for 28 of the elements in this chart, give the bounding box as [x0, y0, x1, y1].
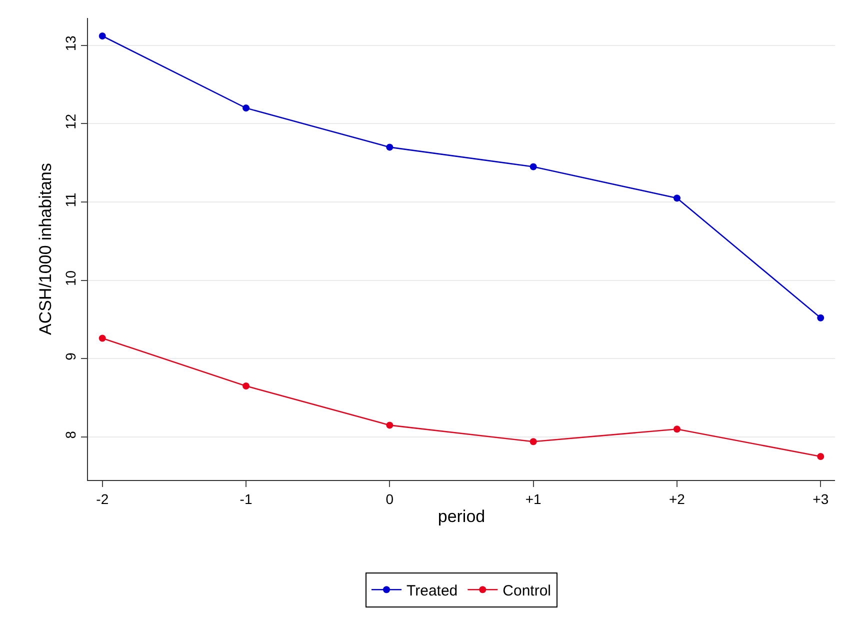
point — [817, 314, 824, 322]
y-tick-label: 10 — [62, 270, 78, 286]
point — [242, 382, 250, 390]
y-axis-title: ACSH/1000 inhabitans — [36, 162, 55, 336]
point — [673, 194, 680, 202]
x-axis-title: period — [438, 507, 486, 526]
point — [98, 334, 106, 342]
x-tick-label: 0 — [386, 490, 394, 507]
x-tick-label: -2 — [96, 490, 109, 507]
point — [242, 104, 250, 112]
legend-label: Treated — [406, 582, 458, 600]
point — [98, 32, 106, 40]
point — [817, 453, 824, 460]
y-tick-label: 11 — [62, 192, 78, 208]
y-tick-label: 13 — [62, 35, 78, 52]
point — [673, 426, 680, 433]
point — [386, 144, 394, 151]
x-tick-label: +2 — [668, 490, 686, 507]
point — [530, 438, 537, 446]
point — [386, 422, 394, 429]
y-tick-label: 9 — [62, 352, 78, 360]
point — [530, 163, 537, 170]
y-tick-label: 8 — [62, 430, 78, 439]
x-tick-label: +1 — [525, 490, 542, 507]
x-tick-label: -1 — [240, 490, 252, 507]
legend-label: Control — [502, 582, 551, 600]
y-tick-label: 12 — [62, 114, 78, 130]
x-tick-label: +3 — [812, 490, 829, 507]
